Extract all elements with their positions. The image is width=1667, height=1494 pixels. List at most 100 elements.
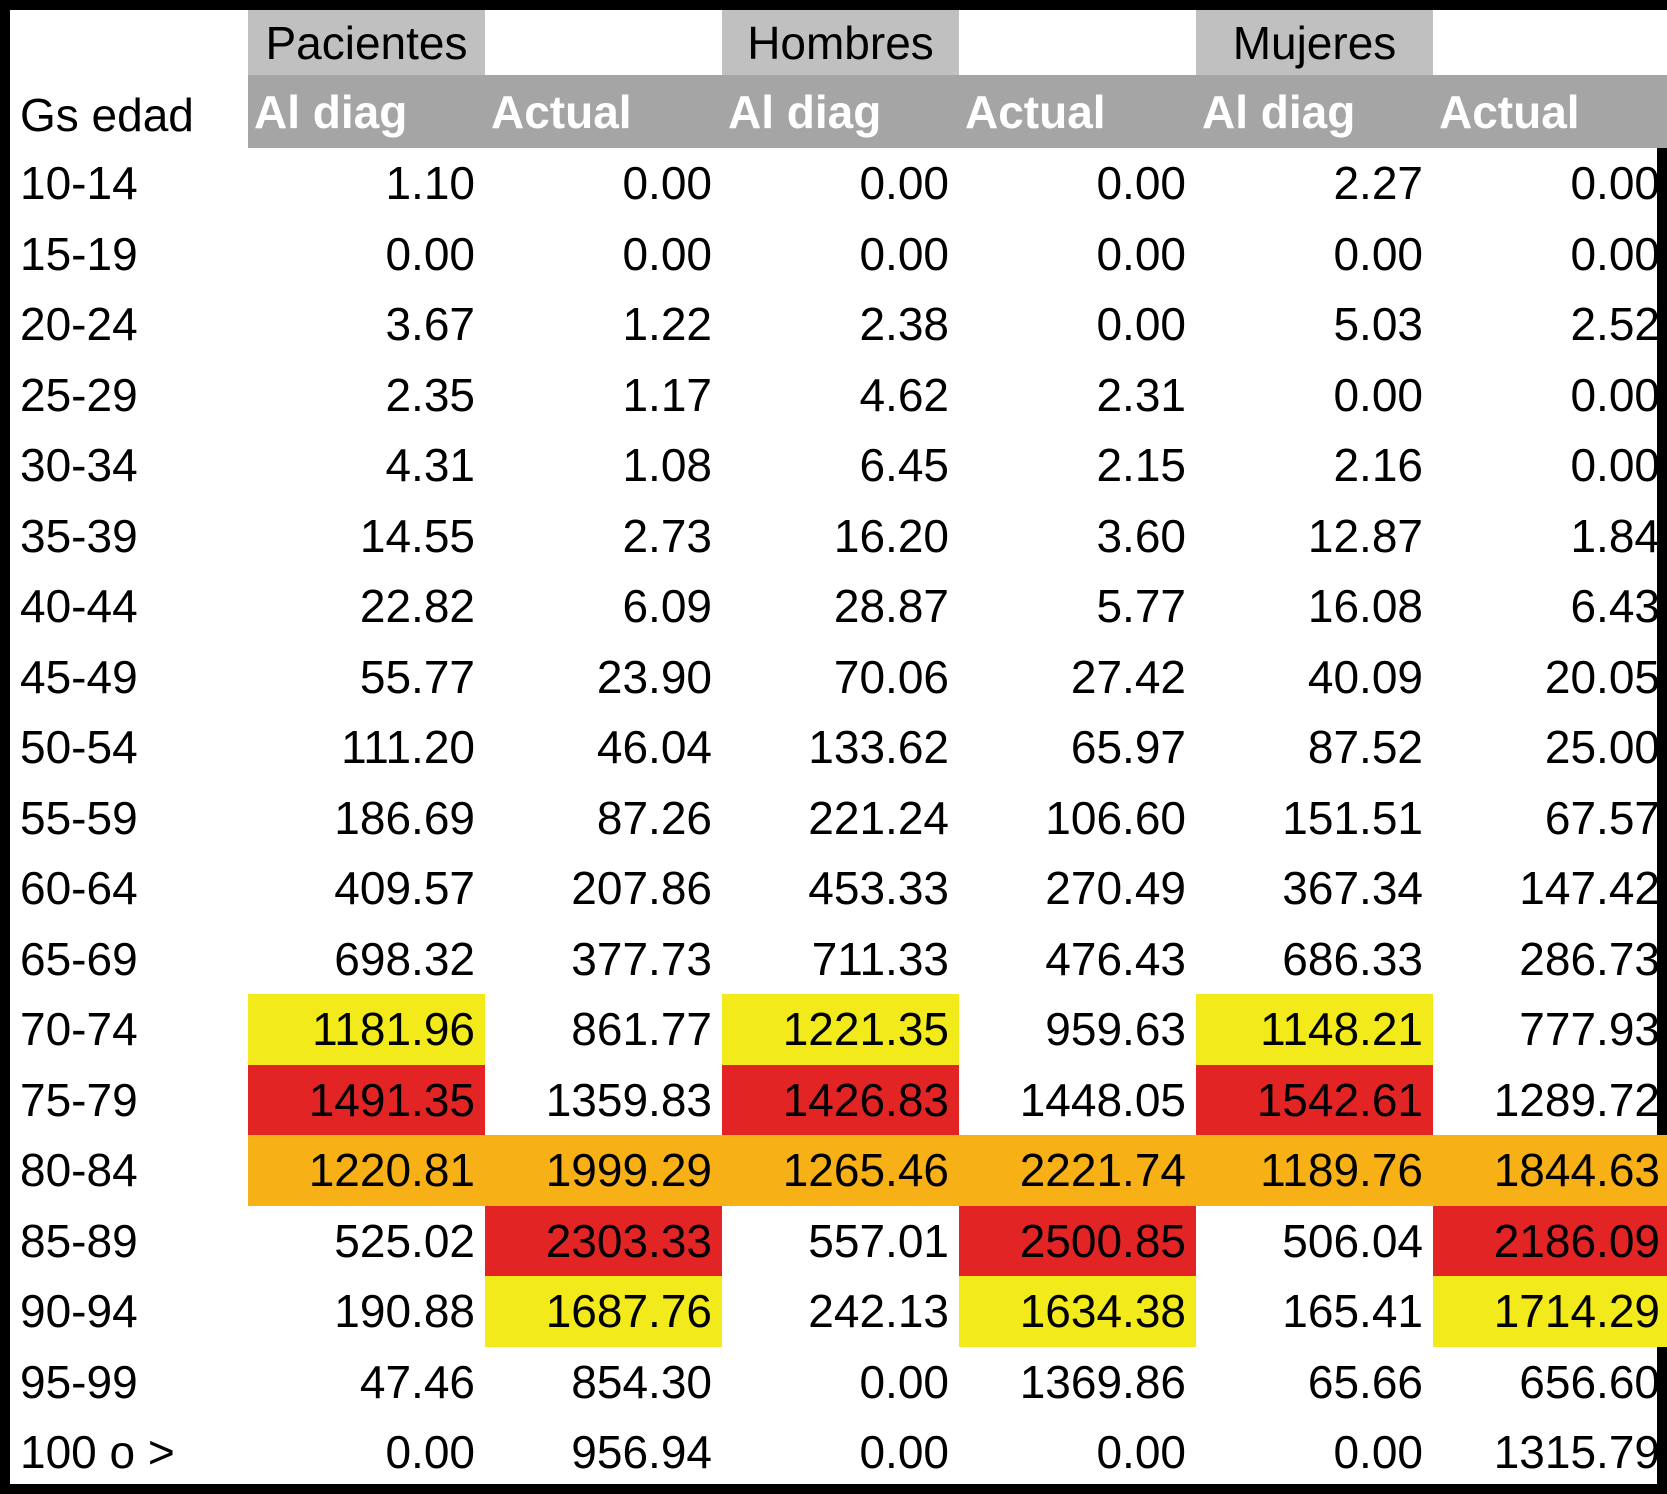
table-cell-mujeres-actual: 777.93: [1519, 1003, 1660, 1056]
table-cell-hombres-al-diag: 0.00: [859, 157, 949, 210]
table-cell-hombres-al-diag: 0.00: [859, 1355, 949, 1408]
table-cell-pacientes-actual: 6.09: [622, 580, 712, 633]
table-cell-mujeres-al-diag: 0.00: [1333, 368, 1423, 421]
table-cell-mujeres-actual: 1289.72: [1493, 1073, 1660, 1126]
table-cell-pacientes-al-diag: 190.88: [334, 1285, 475, 1338]
table-cell-mujeres-actual: 2186.09: [1433, 1205, 1667, 1276]
subheader-pacientes-actual: Actual: [485, 75, 722, 148]
table-cell-hombres-actual: 106.60: [1045, 791, 1186, 844]
table-cell-hombres-al-diag: 711.33: [811, 932, 949, 985]
group-header-hombres: Hombres: [722, 10, 959, 75]
table-cell-pacientes-actual: 0.00: [622, 227, 712, 280]
table-cell-mujeres-al-diag: 506.04: [1282, 1214, 1423, 1267]
table-cell-mujeres-actual: 0.00: [1570, 439, 1660, 492]
age-group-label: 95-99: [20, 1355, 138, 1408]
table-cell-pacientes-actual: 87.26: [596, 791, 712, 844]
table-cell-pacientes-al-diag: 3.67: [385, 298, 475, 351]
table-cell-mujeres-actual: 286.73: [1519, 932, 1660, 985]
table-cell-mujeres-al-diag: 5.03: [1333, 298, 1423, 351]
table-cell-mujeres-actual: 1.84: [1570, 509, 1660, 562]
table-cell-mujeres-al-diag: 65.66: [1307, 1355, 1423, 1408]
table-cell-pacientes-al-diag: 2.35: [385, 368, 475, 421]
table-cell-pacientes-actual: 23.90: [596, 650, 712, 703]
table-cell-hombres-al-diag: 2.38: [859, 298, 949, 351]
table-cell-pacientes-actual: 854.30: [571, 1355, 712, 1408]
age-group-label: 25-29: [20, 368, 138, 421]
table-cell-pacientes-al-diag: 1.10: [385, 157, 475, 210]
table-cell-hombres-al-diag: 6.45: [859, 439, 949, 492]
table-cell-pacientes-al-diag: 22.82: [359, 580, 475, 633]
table-cell-hombres-actual: 270.49: [1045, 862, 1186, 915]
age-group-label: 55-59: [20, 791, 138, 844]
group-header-mujeres: Mujeres: [1196, 10, 1433, 75]
table-cell-mujeres-actual: 1714.29: [1433, 1276, 1667, 1347]
age-group-label: 45-49: [20, 650, 138, 703]
subheader-mujeres-actual: Actual: [1433, 75, 1667, 148]
table-cell-mujeres-al-diag: 2.16: [1333, 439, 1423, 492]
table-cell-hombres-actual: 27.42: [1070, 650, 1186, 703]
table-cell-pacientes-actual: 2303.33: [485, 1205, 722, 1276]
table-cell-pacientes-actual: 0.00: [622, 157, 712, 210]
table-cell-mujeres-actual: 0.00: [1570, 368, 1660, 421]
table-cell-pacientes-al-diag: 111.20: [341, 721, 475, 774]
table-cell-pacientes-actual: 1687.76: [485, 1276, 722, 1347]
table-cell-mujeres-actual: 2.52: [1570, 298, 1660, 351]
table-cell-hombres-al-diag: 0.00: [859, 1426, 949, 1479]
table-cell-hombres-actual: 0.00: [1096, 227, 1186, 280]
table-cell-pacientes-actual: 2.73: [622, 509, 712, 562]
incidence-table: Pacientes Hombres Mujeres Gs edad Al dia…: [16, 10, 1667, 1488]
table-cell-pacientes-al-diag: 14.55: [359, 509, 475, 562]
table-cell-pacientes-al-diag: 1181.96: [248, 994, 485, 1065]
table-cell-hombres-al-diag: 16.20: [833, 509, 949, 562]
corner-blank: [16, 10, 248, 75]
table-cell-mujeres-actual: 25.00: [1544, 721, 1660, 774]
table-cell-hombres-actual: 2.31: [1096, 368, 1186, 421]
table-cell-pacientes-actual: 1.17: [622, 368, 712, 421]
table-cell-pacientes-al-diag: 186.69: [334, 791, 475, 844]
subheader-hombres-al-diag: Al diag: [722, 75, 959, 148]
table-cell-hombres-actual: 65.97: [1070, 721, 1186, 774]
table-cell-pacientes-al-diag: 55.77: [359, 650, 475, 703]
table-cell-pacientes-actual: 207.86: [571, 862, 712, 915]
table-cell-mujeres-actual: 20.05: [1544, 650, 1660, 703]
table-cell-hombres-actual: 959.63: [1045, 1003, 1186, 1056]
table-cell-pacientes-actual: 956.94: [571, 1426, 712, 1479]
table-cell-mujeres-al-diag: 1148.21: [1196, 994, 1433, 1065]
table-cell-mujeres-al-diag: 40.09: [1307, 650, 1423, 703]
table-cell-hombres-al-diag: 557.01: [808, 1214, 949, 1267]
table-cell-pacientes-al-diag: 47.46: [359, 1355, 475, 1408]
group-header-spacer: [1433, 10, 1667, 75]
age-group-label: 30-34: [20, 439, 138, 492]
table-cell-hombres-al-diag: 1426.83: [722, 1064, 959, 1135]
group-header-spacer: [485, 10, 722, 75]
table-cell-pacientes-al-diag: 698.32: [334, 932, 475, 985]
table-cell-hombres-al-diag: 242.13: [808, 1285, 949, 1338]
table-cell-hombres-actual: 1448.05: [1019, 1073, 1186, 1126]
table-cell-hombres-actual: 2500.85: [959, 1205, 1196, 1276]
table-cell-hombres-actual: 1369.86: [1019, 1355, 1186, 1408]
table-cell-hombres-al-diag: 453.33: [808, 862, 949, 915]
subheader-hombres-actual: Actual: [959, 75, 1196, 148]
table-cell-pacientes-al-diag: 0.00: [385, 1426, 475, 1479]
table-cell-hombres-actual: 0.00: [1096, 1426, 1186, 1479]
table-cell-hombres-actual: 2.15: [1096, 439, 1186, 492]
age-group-label: 90-94: [20, 1285, 138, 1338]
table-cell-hombres-al-diag: 0.00: [859, 227, 949, 280]
table-cell-pacientes-actual: 1.22: [622, 298, 712, 351]
table-cell-pacientes-actual: 377.73: [571, 932, 712, 985]
table-cell-mujeres-al-diag: 12.87: [1307, 509, 1423, 562]
table-cell-mujeres-actual: 1315.79: [1493, 1426, 1660, 1479]
age-group-label: 65-69: [20, 932, 138, 985]
age-group-label: 20-24: [20, 298, 138, 351]
table-cell-pacientes-al-diag: 1491.35: [248, 1064, 485, 1135]
table-cell-hombres-actual: 0.00: [1096, 298, 1186, 351]
age-group-header: Gs edad: [20, 89, 194, 141]
group-header-pacientes: Pacientes: [248, 10, 485, 75]
table-cell-mujeres-actual: 147.42: [1519, 862, 1660, 915]
table-cell-pacientes-al-diag: 1220.81: [248, 1135, 485, 1206]
table-cell-pacientes-al-diag: 525.02: [334, 1214, 475, 1267]
age-group-label: 85-89: [20, 1214, 138, 1267]
table-cell-mujeres-al-diag: 165.41: [1282, 1285, 1423, 1338]
table-cell-pacientes-actual: 1359.83: [545, 1073, 712, 1126]
